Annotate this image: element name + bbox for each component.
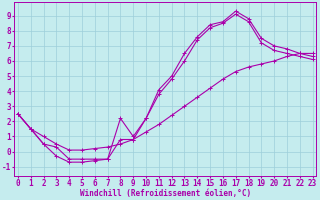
X-axis label: Windchill (Refroidissement éolien,°C): Windchill (Refroidissement éolien,°C) — [80, 189, 251, 198]
